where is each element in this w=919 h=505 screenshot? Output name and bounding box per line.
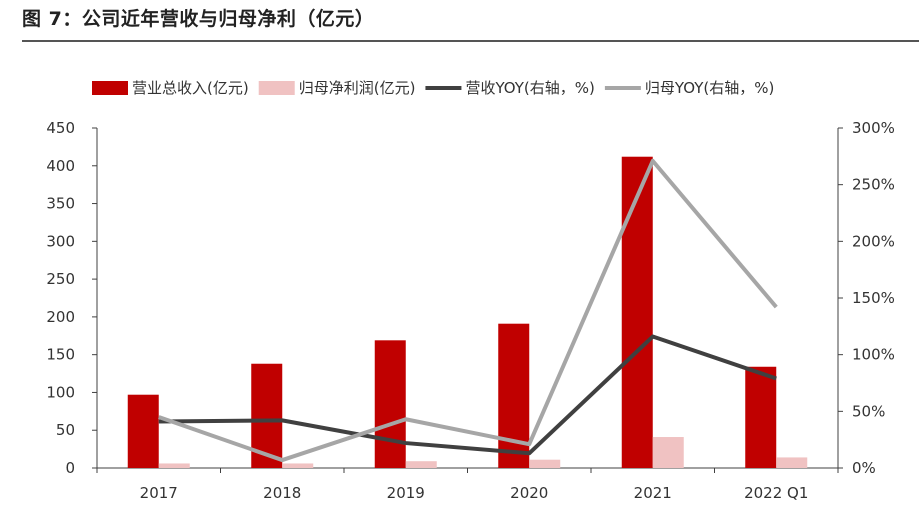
bar xyxy=(652,437,684,468)
legend-label: 归母YOY(右轴，%) xyxy=(645,79,774,97)
legend-label: 营收YOY(右轴，%) xyxy=(465,79,594,97)
y-left-tick-label: 0 xyxy=(65,459,75,477)
y-left-tick-label: 400 xyxy=(46,157,75,175)
bar xyxy=(282,463,314,468)
x-tick-label: 2022 Q1 xyxy=(744,484,808,502)
bar xyxy=(776,457,808,468)
y-left-tick-label: 350 xyxy=(46,195,75,213)
series-line xyxy=(158,158,778,463)
bar xyxy=(529,459,561,468)
y-right-tick-label: 50% xyxy=(852,402,885,420)
y-left-tick-label: 100 xyxy=(46,383,75,401)
legend-swatch xyxy=(92,81,128,95)
y-right-tick-label: 300% xyxy=(852,119,895,137)
y-right-tick-label: 250% xyxy=(852,176,895,194)
bar xyxy=(374,340,406,468)
y-left-tick-label: 50 xyxy=(56,421,75,439)
y-left-tick-label: 150 xyxy=(46,346,75,364)
y-left-tick-label: 450 xyxy=(46,119,75,137)
lines xyxy=(158,158,778,463)
figure-title: 图 7：公司近年营收与归母净利（亿元） xyxy=(22,8,375,30)
bar xyxy=(127,394,159,468)
bar xyxy=(621,156,653,468)
bar xyxy=(745,366,777,468)
x-tick-label: 2020 xyxy=(510,484,548,502)
x-tick-label: 2017 xyxy=(140,484,178,502)
x-tick-label: 2019 xyxy=(387,484,425,502)
y-right-tick-label: 100% xyxy=(852,346,895,364)
x-tick-labels: 2017 2018 2019 2020 2021 2022 Q1 xyxy=(140,484,809,502)
legend-swatch xyxy=(258,81,295,95)
y-right-tick-label: 0% xyxy=(852,459,876,477)
legend-label: 归母净利润(亿元) xyxy=(299,79,416,97)
bar xyxy=(158,463,190,468)
y-left-tick-label: 200 xyxy=(46,308,75,326)
bar xyxy=(405,461,437,468)
title-rule xyxy=(22,40,919,42)
y-right-tick-label: 200% xyxy=(852,232,895,250)
y-left-tick-label: 250 xyxy=(46,270,75,288)
bar xyxy=(498,323,530,468)
axes: 0 50 100 150 200 250 300 350 400 450 0% 50% 100% 150%… xyxy=(46,119,895,477)
x-tick-label: 2018 xyxy=(263,484,301,502)
legend: 营业总收入(亿元) 归母净利润(亿元) 营收YOY(右轴，%) 归母YOY(右轴，%) xyxy=(92,79,774,97)
bars xyxy=(127,156,808,468)
x-tick-label: 2021 xyxy=(634,484,672,502)
y-left-tick-label: 300 xyxy=(46,232,75,250)
y-right-tick-label: 150% xyxy=(852,289,895,307)
legend-label: 营业总收入(亿元) xyxy=(132,79,249,97)
series-line xyxy=(158,334,777,456)
